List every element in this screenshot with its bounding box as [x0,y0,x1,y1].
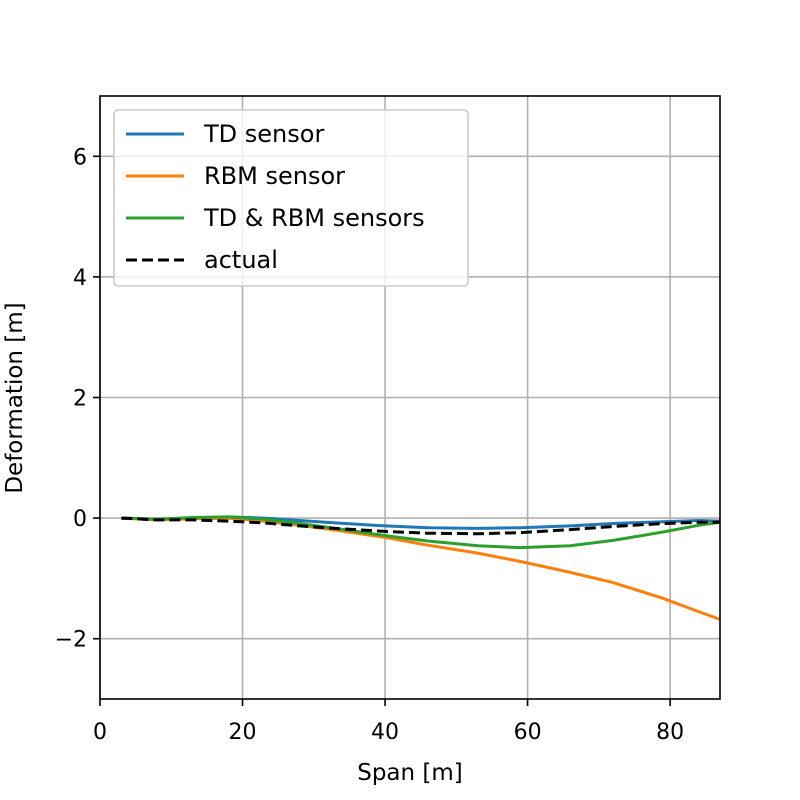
x-tick-label: 0 [93,720,107,745]
y-tick-label: −2 [55,628,87,653]
legend-label: TD & RBM sensors [203,204,425,232]
axis-ticks: 0 20 40 60 80 −2 0 2 4 6 [55,145,685,745]
series-line-rbm-sensor [121,516,721,621]
x-tick-label: 60 [514,720,542,745]
y-tick-label: 0 [73,507,87,532]
y-tick-label: 4 [73,266,87,291]
y-axis-label: Deformation [m] [2,302,28,493]
y-tick-label: 2 [73,387,87,412]
series-line-td-rbm-sensors [121,515,721,550]
legend-label: TD sensor [203,120,324,148]
x-tick-label: 40 [371,720,399,745]
legend-label: RBM sensor [204,162,345,190]
x-tick-label: 80 [656,720,684,745]
x-axis-label: Span [m] [357,760,463,786]
legend-label: actual [204,246,278,274]
series-lines [121,515,721,621]
x-tick-label: 20 [229,720,257,745]
series-line-actual [121,516,720,536]
legend-box [113,109,469,287]
y-tick-label: 6 [73,145,87,170]
legend: TD sensor RBM sensor TD & RBM sensors actua… [113,109,469,287]
